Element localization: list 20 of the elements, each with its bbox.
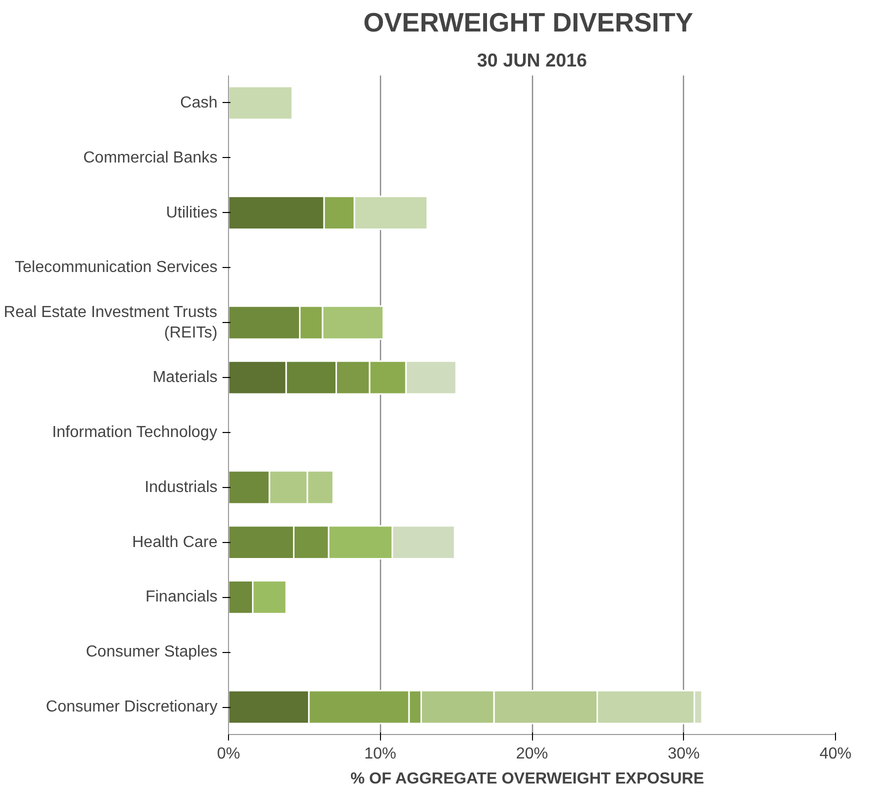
x-tick-label: 10% [364,746,396,762]
y-tick-label: Industrials [144,478,218,496]
chart-title: OVERWEIGHT DIVERSITY [363,8,694,38]
chart-subtitle: 30 JUN 2016 [477,50,587,70]
y-tick-label: Commercial Banks [83,149,218,166]
y-tick-label: Consumer Staples [86,644,218,661]
y-tick-label: Consumer Discretionary [46,698,218,716]
y-tick-label: Health Care [132,534,218,551]
x-tick-label: 40% [819,746,852,762]
x-axis-title: % OF AGGREGATE OVERWEIGHT EXPOSURE [350,770,704,788]
y-tick-label: Financials [145,588,218,606]
y-tick-label: Information Technology [52,424,218,441]
y-tick-label: Real Estate Investment Trusts (REITs) [4,304,218,342]
y-tick-label: Cash [180,94,218,112]
x-tick-label: 20% [516,746,548,762]
y-tick-label: Utilities [166,204,218,222]
y-tick-label: Materials [152,369,218,386]
x-tick-label: 0% [216,746,240,762]
x-tick-label: 30% [668,746,700,762]
y-tick-label: Telecommunication Services [14,259,218,276]
